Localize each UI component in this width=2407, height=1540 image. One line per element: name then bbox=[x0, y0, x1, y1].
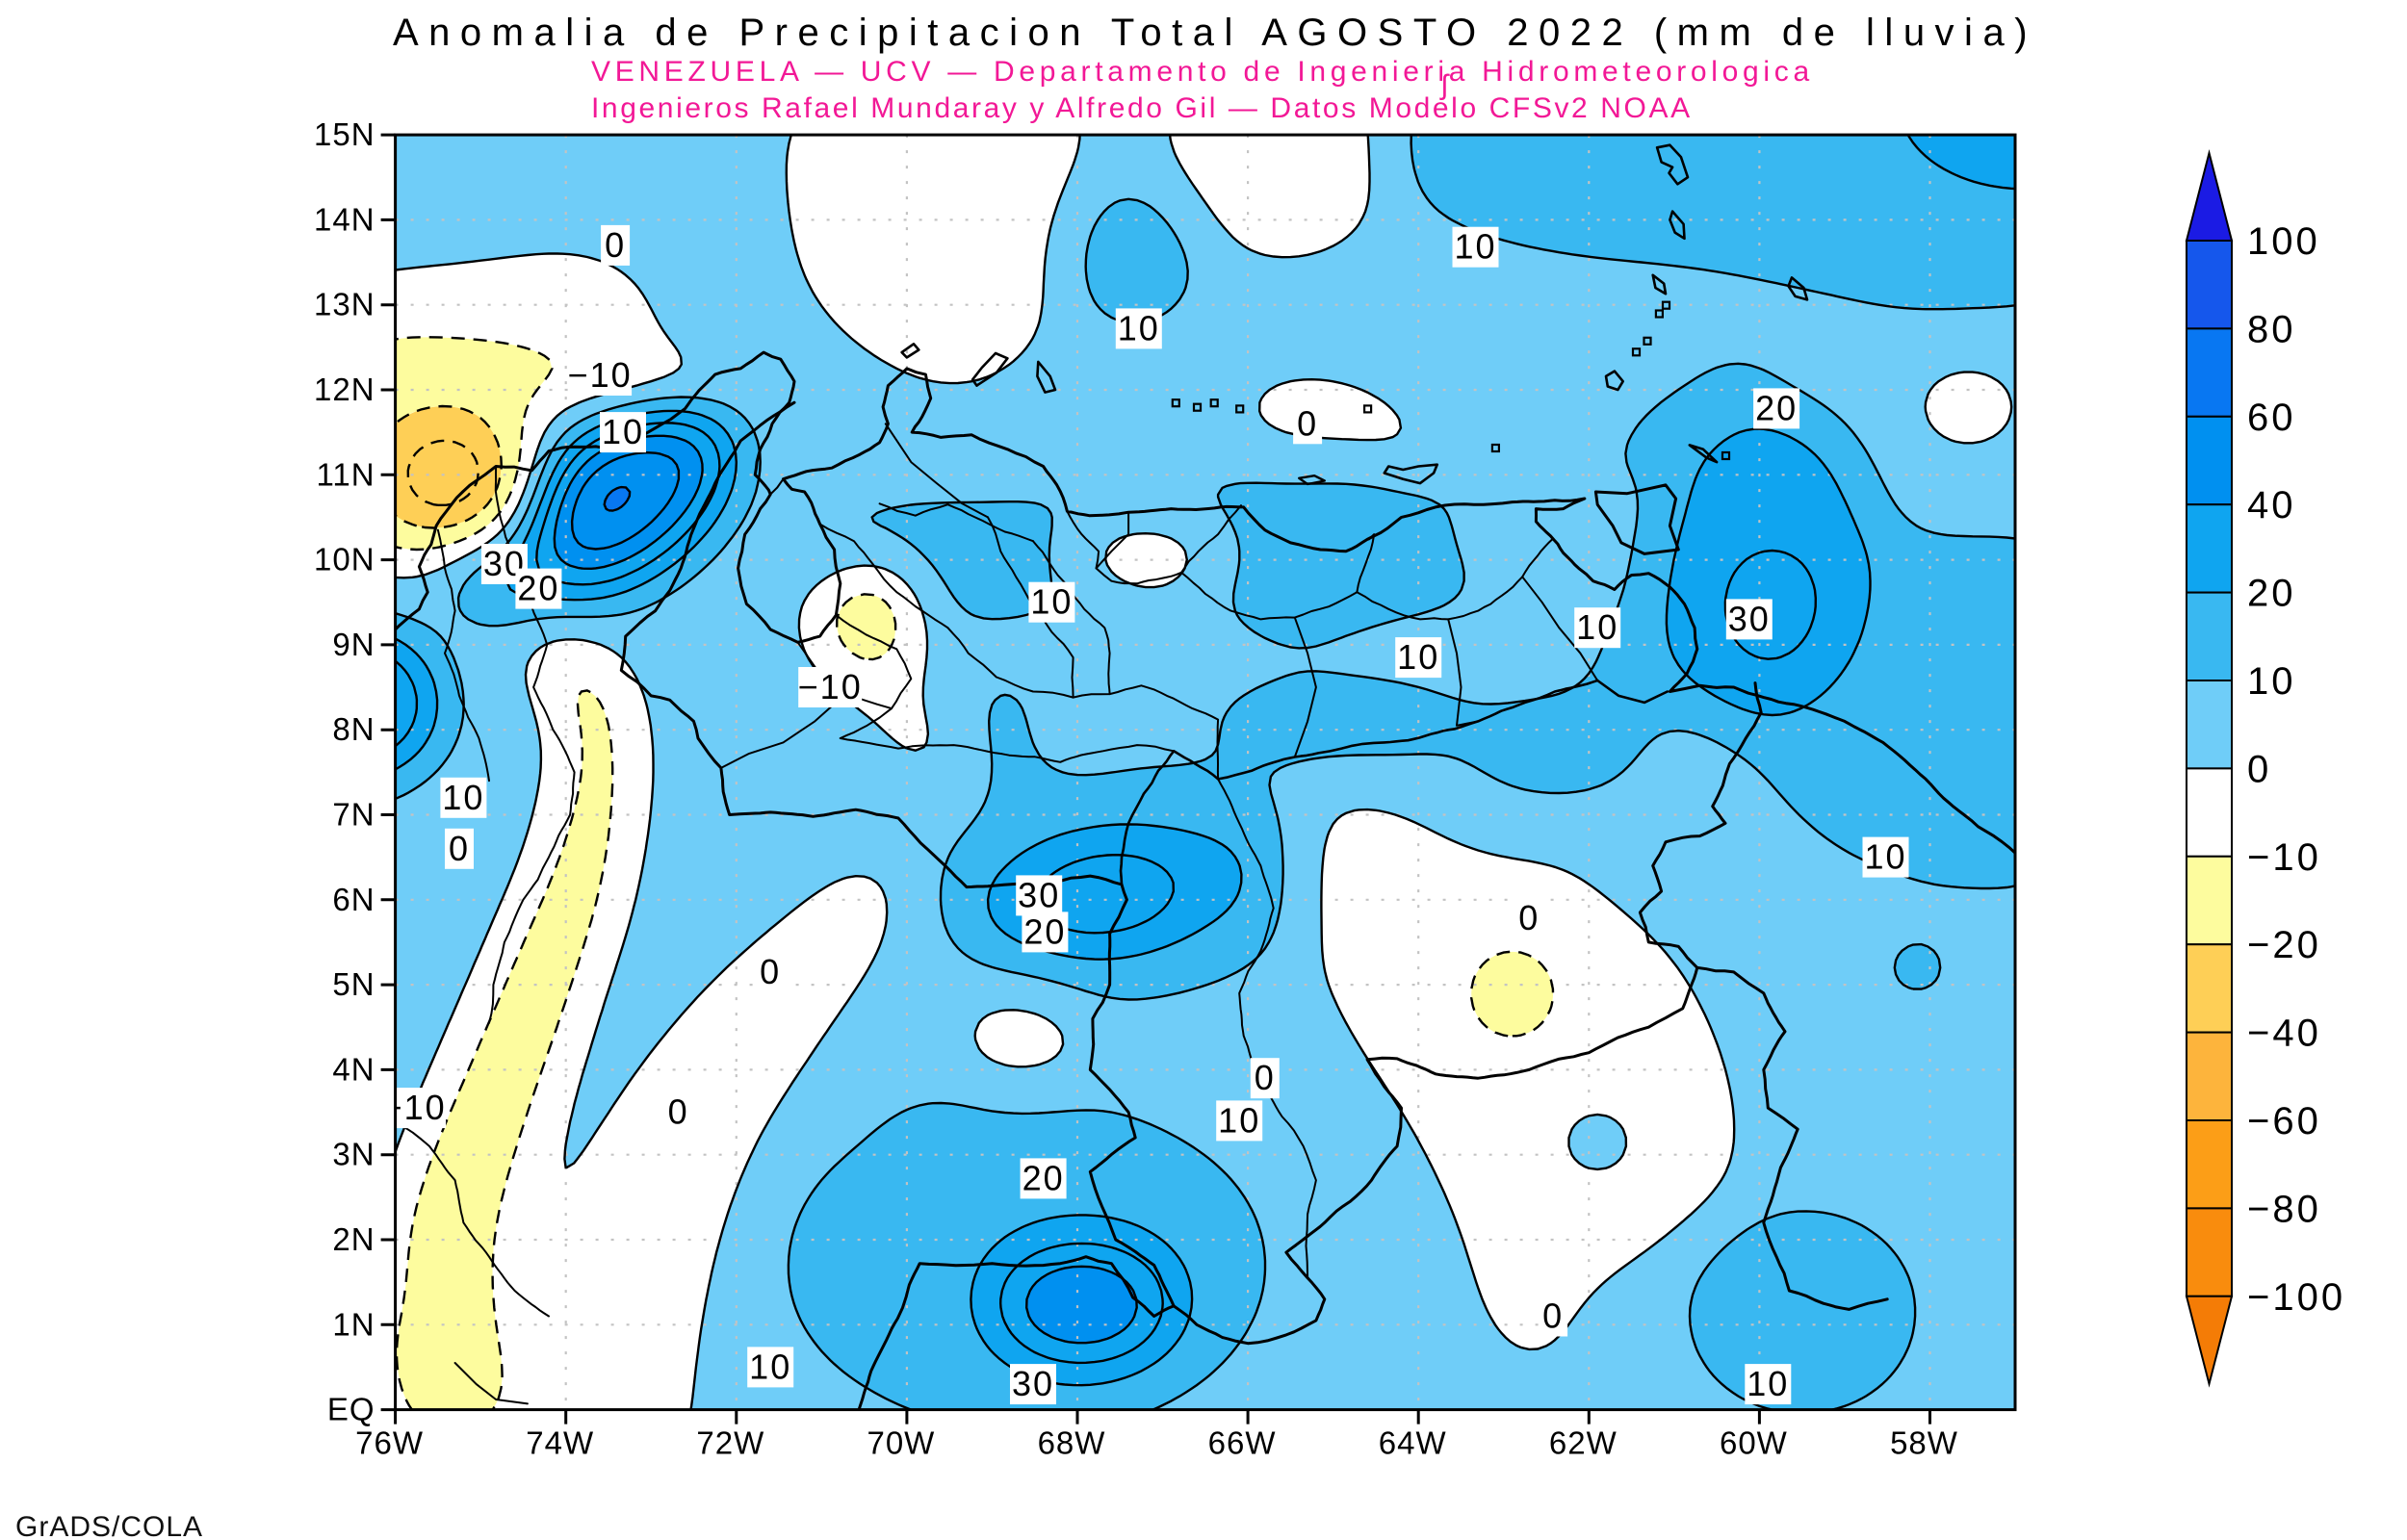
svg-text:9N: 9N bbox=[332, 627, 375, 662]
svg-text:−60: −60 bbox=[2247, 1100, 2321, 1142]
svg-text:20: 20 bbox=[517, 569, 559, 608]
svg-text:62W: 62W bbox=[1549, 1425, 1618, 1461]
svg-text:0: 0 bbox=[1255, 1058, 1276, 1097]
svg-text:20: 20 bbox=[1755, 388, 1798, 427]
svg-text:10: 10 bbox=[749, 1347, 791, 1386]
svg-text:30: 30 bbox=[1728, 599, 1771, 638]
svg-text:60W: 60W bbox=[1720, 1425, 1788, 1461]
svg-text:−10: −10 bbox=[568, 355, 633, 395]
svg-text:1N: 1N bbox=[332, 1306, 375, 1342]
svg-text:15N: 15N bbox=[314, 116, 375, 152]
svg-text:−100: −100 bbox=[2247, 1276, 2345, 1319]
svg-text:Anomalia de Precipitacion Tota: Anomalia de Precipitacion Total AGOSTO 2… bbox=[393, 12, 2037, 54]
svg-text:10: 10 bbox=[1454, 227, 1496, 267]
svg-text:40: 40 bbox=[2247, 484, 2296, 526]
svg-text:80: 80 bbox=[2247, 308, 2296, 350]
svg-text:6N: 6N bbox=[332, 882, 375, 917]
svg-text:0: 0 bbox=[2247, 748, 2271, 790]
svg-text:66W: 66W bbox=[1208, 1425, 1277, 1461]
svg-text:0: 0 bbox=[1542, 1296, 1564, 1336]
svg-text:60: 60 bbox=[2247, 397, 2296, 439]
svg-text:100: 100 bbox=[2247, 220, 2320, 263]
svg-text:10: 10 bbox=[1218, 1100, 1260, 1140]
svg-text:7N: 7N bbox=[332, 797, 375, 833]
svg-text:74W: 74W bbox=[526, 1425, 594, 1461]
svg-text:20: 20 bbox=[1023, 911, 1066, 951]
svg-text:0: 0 bbox=[760, 952, 781, 991]
svg-text:−40: −40 bbox=[2247, 1013, 2321, 1055]
svg-text:12N: 12N bbox=[314, 372, 375, 407]
svg-text:EQ: EQ bbox=[327, 1392, 375, 1427]
svg-text:10: 10 bbox=[1397, 637, 1439, 677]
svg-text:10: 10 bbox=[1747, 1364, 1789, 1403]
svg-text:Ingenieros Rafael Mundaray y A: Ingenieros Rafael Mundaray y Alfredo Gil… bbox=[591, 92, 1693, 124]
svg-text:30: 30 bbox=[1018, 875, 1060, 914]
svg-text:11N: 11N bbox=[317, 456, 375, 492]
svg-text:64W: 64W bbox=[1379, 1425, 1447, 1461]
svg-text:−10: −10 bbox=[798, 667, 863, 706]
svg-text:10: 10 bbox=[1576, 607, 1618, 647]
svg-text:72W: 72W bbox=[696, 1425, 764, 1461]
svg-text:10N: 10N bbox=[314, 542, 375, 578]
svg-text:GrADS/COLA: GrADS/COLA bbox=[15, 1511, 203, 1540]
svg-text:4N: 4N bbox=[332, 1051, 375, 1087]
svg-text:2N: 2N bbox=[332, 1221, 375, 1257]
svg-text:VENEZUELA — UCV — Departamento: VENEZUELA — UCV — Departamento de Ingeni… bbox=[591, 56, 1814, 88]
svg-text:5N: 5N bbox=[332, 966, 375, 1002]
svg-text:58W: 58W bbox=[1890, 1425, 1958, 1461]
svg-text:14N: 14N bbox=[314, 201, 375, 237]
svg-text:10: 10 bbox=[1864, 837, 1906, 877]
svg-text:10: 10 bbox=[2247, 660, 2296, 703]
svg-text:76W: 76W bbox=[355, 1425, 424, 1461]
svg-text:10: 10 bbox=[602, 412, 644, 451]
svg-text:10: 10 bbox=[1030, 582, 1073, 622]
svg-text:20: 20 bbox=[1022, 1158, 1065, 1197]
svg-text:−20: −20 bbox=[2247, 924, 2321, 966]
svg-text:68W: 68W bbox=[1038, 1425, 1106, 1461]
svg-text:0: 0 bbox=[668, 1092, 689, 1132]
svg-text:13N: 13N bbox=[314, 287, 375, 322]
svg-text:−10: −10 bbox=[382, 1088, 447, 1127]
svg-text:0: 0 bbox=[449, 829, 470, 868]
svg-text:−10: −10 bbox=[2247, 836, 2321, 879]
svg-text:8N: 8N bbox=[332, 711, 375, 747]
svg-text:10: 10 bbox=[442, 778, 484, 817]
svg-text:0: 0 bbox=[1518, 898, 1540, 937]
svg-text:3N: 3N bbox=[332, 1137, 375, 1172]
svg-text:ʃ: ʃ bbox=[1439, 69, 1450, 101]
svg-text:0: 0 bbox=[1297, 403, 1318, 443]
svg-text:0: 0 bbox=[605, 225, 626, 265]
svg-text:70W: 70W bbox=[867, 1425, 935, 1461]
svg-text:30: 30 bbox=[1012, 1364, 1054, 1403]
svg-text:10: 10 bbox=[1118, 308, 1160, 347]
svg-text:−80: −80 bbox=[2247, 1188, 2321, 1230]
svg-text:20: 20 bbox=[2247, 573, 2296, 615]
